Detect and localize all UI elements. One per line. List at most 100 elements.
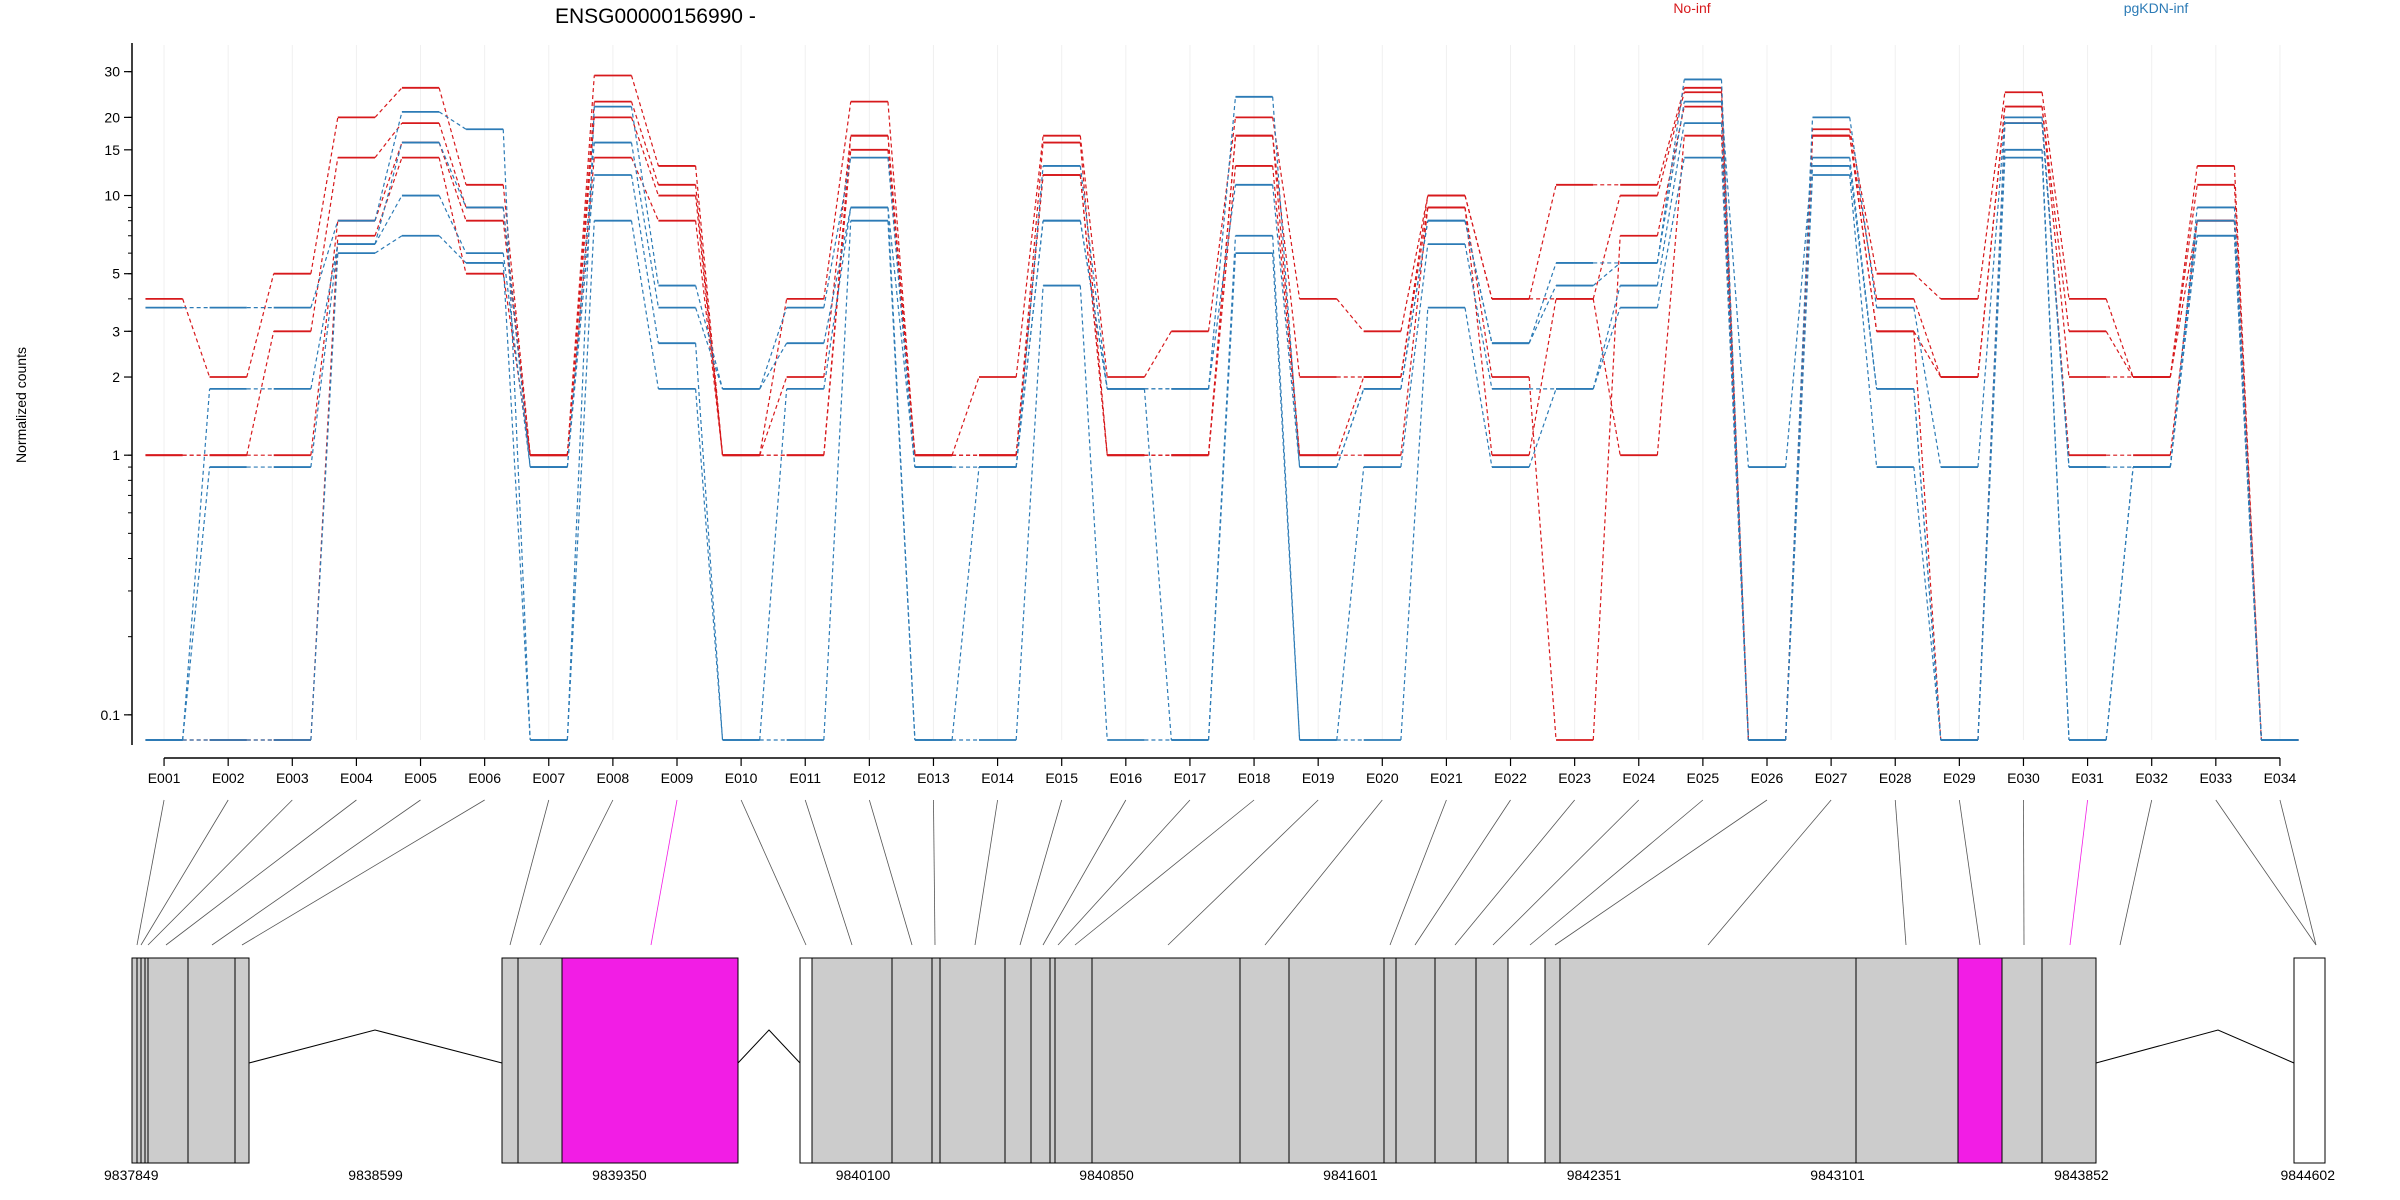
series-transition (438, 87, 467, 185)
series-transition (310, 244, 339, 468)
exon-connector (974, 799, 998, 946)
series-transition (1207, 135, 1237, 456)
series-transition (1656, 92, 1685, 196)
exon-connector (2069, 799, 2088, 946)
series-transition (1913, 467, 1942, 741)
series-transition (1528, 285, 1557, 344)
series-transition (1656, 157, 1685, 308)
series-transition (759, 298, 788, 456)
exon-connector (1454, 799, 1575, 946)
series-transition (1528, 262, 1557, 344)
series-transition (887, 135, 916, 456)
x-tick-label: E009 (661, 770, 694, 786)
exon-segment (811, 957, 893, 1164)
series-transition (694, 343, 724, 741)
series-transition (1464, 244, 1493, 390)
series-transition (695, 285, 724, 390)
series-transition (1336, 376, 1365, 456)
y-tick-label: 0.1 (101, 707, 121, 723)
series-transition (1464, 195, 1493, 300)
series-transition (438, 142, 467, 208)
series-transition (1400, 195, 1429, 332)
series-transition (1849, 165, 1878, 389)
exon-segment (1383, 957, 1397, 1164)
exon-connector (140, 799, 229, 946)
series-transition (2169, 207, 2198, 468)
y-tick-label: 1 (112, 447, 120, 463)
x-tick-label: E013 (917, 770, 950, 786)
series-transition (2041, 92, 2070, 299)
series-transition (1977, 123, 2006, 741)
series-transition (438, 111, 467, 130)
series-transition (438, 195, 467, 254)
series-transition (1592, 298, 1621, 456)
series-transition (310, 253, 339, 741)
series-transition (823, 135, 852, 456)
series-transition (374, 195, 403, 245)
series-transition (1400, 220, 1429, 390)
series-transition (1079, 165, 1108, 389)
series-transition (1015, 165, 1044, 468)
series-transition (502, 184, 531, 456)
exon-connector (147, 799, 293, 946)
exon-segment (136, 957, 142, 1164)
x-tick-label: E028 (1879, 770, 1912, 786)
x-tick-label: E033 (2199, 770, 2232, 786)
exon-segment (1507, 957, 1546, 1164)
series-transition (1592, 285, 1621, 390)
series-transition (630, 157, 659, 221)
exon-segment (799, 957, 813, 1164)
exon-connector (1042, 799, 1127, 946)
series-transition (438, 235, 467, 264)
series-transition (1784, 174, 1814, 741)
exon-connector (1414, 799, 1511, 946)
exon-segment (1049, 957, 1056, 1164)
y-tick-label: 30 (104, 64, 120, 80)
series-transition (374, 111, 403, 221)
exon-segment (2293, 957, 2326, 1164)
exon-segment (131, 957, 138, 1164)
exon-segment (140, 957, 146, 1164)
exon-connector (2279, 799, 2317, 946)
y-tick-label: 2 (112, 369, 120, 385)
series-transition (1720, 123, 1750, 741)
series-transition (1272, 235, 1301, 741)
series-transition (2169, 220, 2198, 378)
exon-segment (1855, 957, 1959, 1164)
genomic-tick-label: 9839350 (592, 1167, 647, 1183)
series-transition (438, 157, 467, 274)
series-transition (823, 101, 852, 299)
genomic-tick-label: 9843852 (2054, 1167, 2109, 1183)
series-transition (1079, 135, 1108, 378)
series-transition (1015, 220, 1044, 468)
exon-segment (1544, 957, 1561, 1164)
series-transition (1913, 273, 1942, 300)
series-transition (566, 117, 595, 456)
series-transition (1207, 96, 1237, 389)
exon-segment (1475, 957, 1509, 1164)
series-transition (694, 388, 724, 741)
series-transition (1400, 244, 1429, 468)
x-tick-label: E015 (1045, 770, 1078, 786)
exon-segment (1559, 957, 1857, 1164)
exon-segment (1091, 957, 1241, 1164)
series-transition (1079, 220, 1108, 390)
exon-connector (1958, 799, 1981, 946)
series-transition (2169, 220, 2198, 468)
exon-connector (1264, 799, 1383, 946)
series-transition (823, 220, 852, 741)
exon-connector (650, 799, 678, 946)
exon-segment (501, 957, 519, 1164)
exon-segment (561, 957, 739, 1164)
series-transition (1656, 101, 1685, 264)
series-transition (1592, 235, 1621, 741)
series-transition (1079, 142, 1108, 456)
series-transition (566, 101, 595, 456)
series-transition (759, 388, 788, 741)
exon-connector (539, 799, 614, 946)
legend-entry-no-inf: No-inf (1673, 0, 1710, 16)
x-tick-label: E016 (1109, 770, 1142, 786)
series-transition (1272, 135, 1301, 378)
x-tick-label: E029 (1943, 770, 1976, 786)
